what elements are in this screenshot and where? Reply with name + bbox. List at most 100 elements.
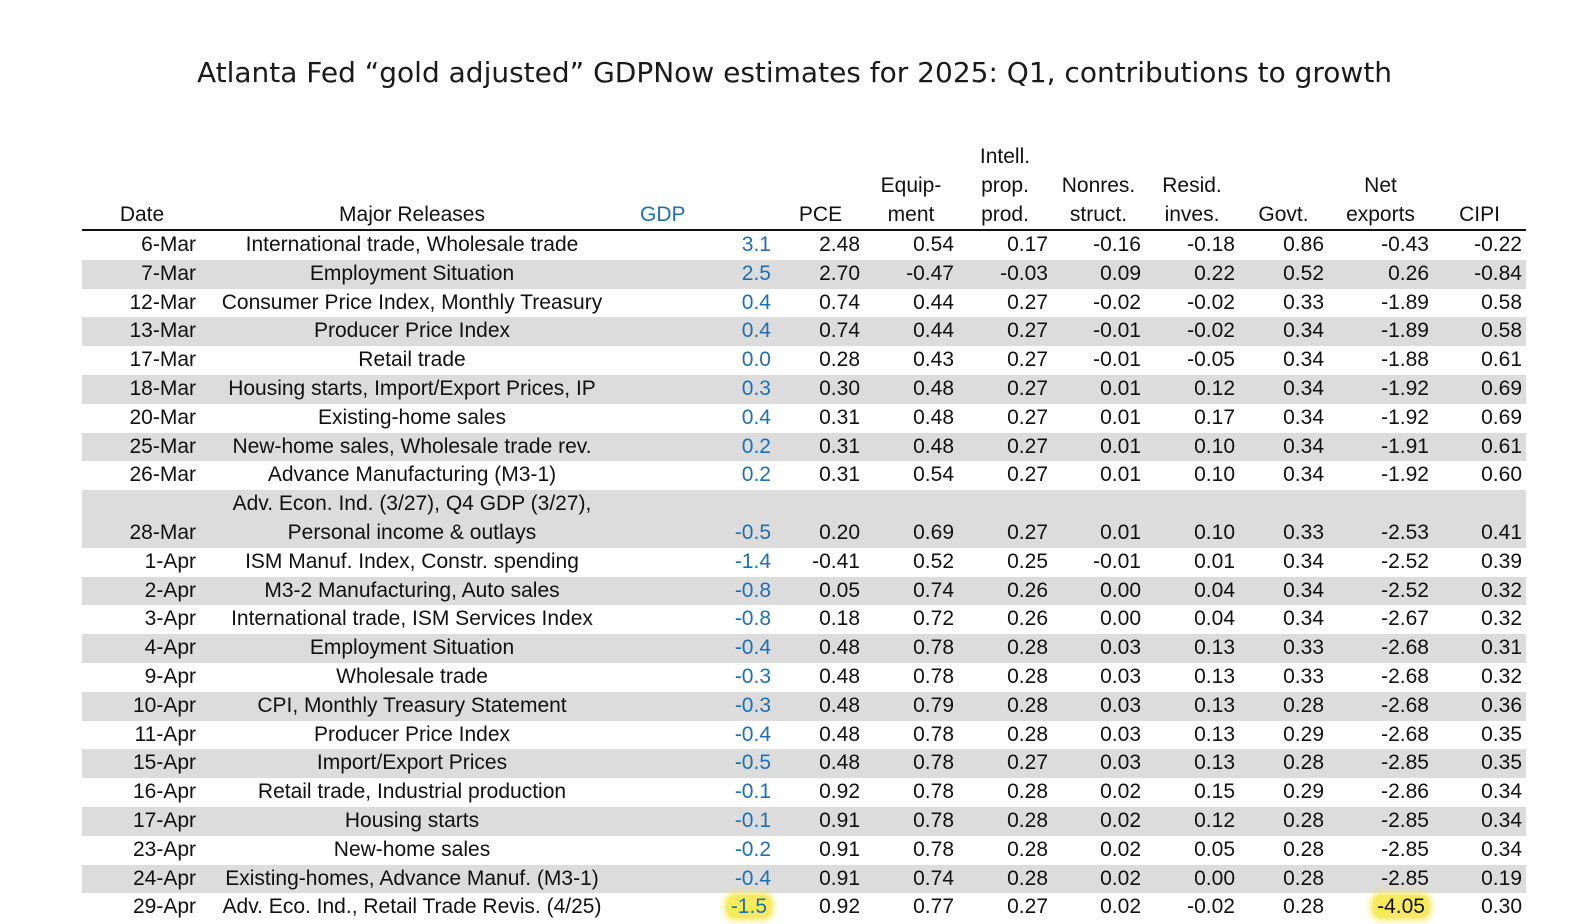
table-row: 26-Mar Advance Manufacturing (M3-1) 0.2 0.3… [82,461,1526,490]
cell-resid-inves: 0.10 [1145,432,1239,462]
cell-release: M3-2 Manufacturing, Auto sales [202,576,622,606]
cell-govt: 0.34 [1239,432,1328,462]
cell-resid-inves: 0.13 [1145,634,1239,663]
cell-nonres-struct: -0.01 [1093,549,1141,573]
cell-net-exports: -1.89 [1381,290,1429,314]
cell-net-exports: 0.26 [1328,259,1433,289]
cell-nonres-struct: 0.02 [1100,780,1141,804]
table-row: 7-Mar Employment Situation 2.5 2.70 -0.47 -0.… [82,259,1526,289]
cell-pce: 0.48 [777,749,864,779]
cell-intell-prop: 0.25 [1007,549,1048,573]
cell-cipi: 0.61 [1433,432,1526,462]
cell-release: Housing starts [202,806,622,836]
cell-release: Employment Situation [202,634,622,663]
cell-govt: 0.34 [1283,405,1324,429]
cell-cipi: 0.31 [1433,634,1526,663]
cell-release: ISM Manuf. Index, Constr. spending [245,549,579,573]
cell-govt: 0.28 [1239,749,1328,779]
cell-pce: 0.48 [819,722,860,746]
cell-gdp: -0.5 [622,749,777,779]
cell-release: CPI, Monthly Treasury Statement [202,691,622,721]
cell-date: 17-Mar [129,348,196,372]
cell-govt: 0.33 [1283,664,1324,688]
cell-intell-prop: 0.27 [958,749,1052,779]
cell-net-exports: -1.91 [1328,432,1433,462]
cell-equipment: 0.78 [913,837,954,861]
cell-pce: 2.48 [819,233,860,256]
cell-intell-prop: 0.28 [1007,722,1048,746]
cell-release: Adv. Econ. Ind. (3/27), Q4 GDP (3/27), P… [202,490,622,548]
table-row: 6-Mar International trade, Wholesale trad… [82,230,1526,260]
cell-pce: 0.74 [777,317,864,347]
cell-pce: 0.31 [819,463,860,487]
cell-nonres-struct: 0.01 [1100,463,1141,487]
table-row: 12-Mar Consumer Price Index, Monthly Trea… [82,289,1526,318]
cell-cipi: 0.32 [1481,607,1522,631]
cell-cipi: 0.61 [1481,348,1522,372]
cell-cipi: 0.32 [1433,576,1526,606]
table-row: 16-Apr Retail trade, Industrial productio… [82,778,1526,807]
cell-gdp: -0.1 [622,806,777,836]
cell-intell-prop: 0.28 [1007,664,1048,688]
cell-cipi: 0.60 [1481,463,1522,487]
cell-pce: 0.74 [819,290,860,314]
cell-nonres-struct: 0.01 [1052,432,1145,462]
cell-date: 17-Apr [82,806,202,836]
cell-net-exports: -2.67 [1381,607,1429,631]
cell-equipment: 0.78 [864,806,958,836]
cell-nonres-struct: 0.01 [1100,405,1141,429]
cell-pce: 0.28 [819,348,860,372]
cell-nonres-struct: 0.02 [1052,864,1145,894]
cell-gdp: -0.1 [734,780,771,804]
cell-gdp: 2.5 [622,259,777,289]
cell-release: Existing-homes, Advance Manuf. (M3-1) [202,864,622,894]
cell-gdp: -0.8 [622,576,777,606]
cell-nonres-struct: -0.01 [1093,348,1141,372]
cell-release: Retail trade, Industrial production [257,780,567,804]
cell-cipi: 0.35 [1433,749,1526,779]
table-row: 17-Mar Retail trade 0.0 0.28 0.43 0.27 -0.01 -0… [82,346,1526,375]
cell-resid-inves: 0.10 [1145,490,1239,548]
cell-equipment: 0.43 [913,348,954,372]
cell-nonres-struct: 0.00 [1052,576,1145,606]
cell-govt: 0.34 [1239,576,1328,606]
table-row: 3-Apr International trade, ISM Services I… [82,605,1526,634]
cell-pce: 0.20 [777,490,864,548]
cell-pce: 0.18 [819,607,860,631]
cell-date: 13-Mar [82,317,202,347]
cell-date: 20-Mar [129,405,196,429]
cell-equipment: 0.48 [913,405,954,429]
table-row: 13-Mar Producer Price Index 0.4 0.74 0.44 0.2… [82,317,1526,347]
cell-govt: 0.28 [1283,895,1324,919]
cell-gdp: 0.0 [741,348,771,372]
cell-date: 28-Mar [82,490,202,548]
cell-gdp: 3.1 [741,233,771,256]
cell-equipment: 0.74 [864,576,958,606]
cell-equipment: 0.44 [913,290,954,314]
cell-govt: 0.34 [1283,607,1324,631]
cell-intell-prop: 0.27 [958,317,1052,347]
table-row: 11-Apr Producer Price Index -0.4 0.48 0.78 0.… [82,721,1526,750]
cell-date: 24-Apr [82,864,202,894]
cell-release: New-home sales [333,837,491,861]
header-net-exports: Net exports [1328,142,1433,231]
cell-net-exports: -2.53 [1328,490,1433,548]
cell-gdp: -0.8 [734,607,771,631]
table-row: 2-Apr M3-2 Manufacturing, Auto sales -0.8 0… [82,576,1526,606]
cell-equipment: 0.54 [913,233,954,256]
cell-resid-inves: 0.15 [1194,780,1235,804]
cell-nonres-struct: 0.02 [1100,895,1141,919]
cell-govt: 0.86 [1283,233,1324,256]
header-intellectual-property: Intell. prop. prod. [958,142,1052,231]
cell-equipment: 0.48 [864,374,958,404]
cell-govt: 0.34 [1239,374,1328,404]
cell-resid-inves: -0.18 [1187,233,1235,256]
cell-cipi: 0.32 [1481,664,1522,688]
cell-govt: 0.34 [1283,463,1324,487]
cell-equipment: 0.72 [913,607,954,631]
cell-net-exports: -2.68 [1328,691,1433,721]
cell-resid-inves: 0.22 [1145,259,1239,289]
cell-date: 6-Mar [141,233,196,256]
cell-date: 4-Apr [82,634,202,663]
cell-resid-inves: 0.05 [1194,837,1235,861]
